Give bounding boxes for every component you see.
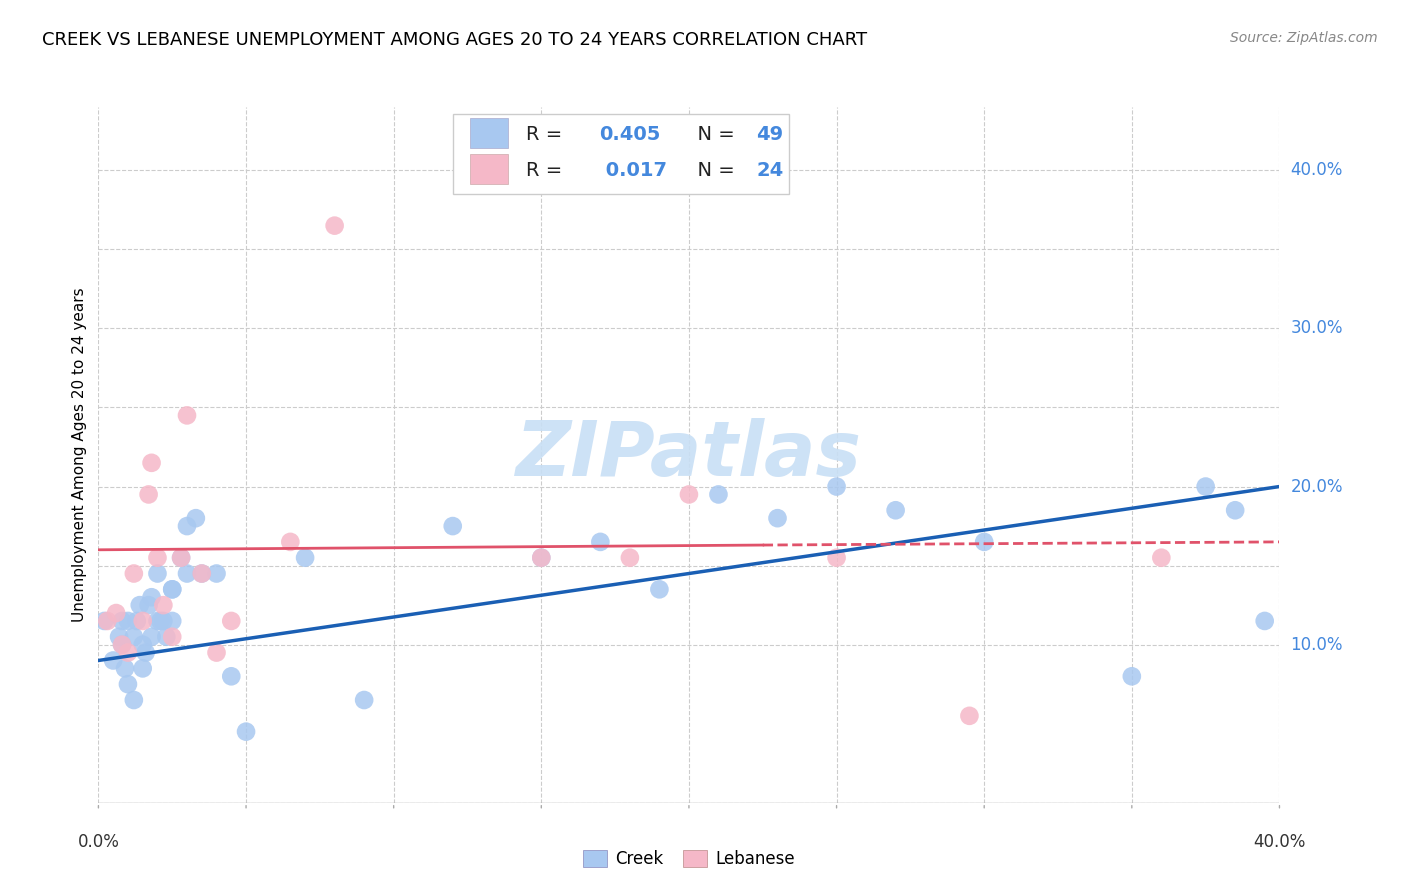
Point — [135, 646, 157, 660]
Point — [128, 598, 150, 612]
Point — [141, 591, 163, 605]
Point — [973, 534, 995, 549]
Point — [117, 677, 139, 691]
FancyBboxPatch shape — [453, 114, 789, 194]
Text: 0.405: 0.405 — [599, 125, 661, 145]
Point — [191, 566, 214, 581]
Point — [1150, 550, 1173, 565]
Point — [959, 708, 981, 723]
Point — [205, 646, 228, 660]
Text: 0.017: 0.017 — [599, 161, 668, 179]
Text: 10.0%: 10.0% — [1291, 636, 1343, 654]
Point — [589, 534, 612, 549]
Point — [1223, 503, 1246, 517]
Point — [323, 219, 346, 233]
Point — [176, 566, 198, 581]
Point — [111, 638, 134, 652]
Point — [114, 661, 136, 675]
Point — [152, 614, 174, 628]
Point — [132, 614, 155, 628]
Text: 30.0%: 30.0% — [1291, 319, 1343, 337]
Point — [138, 487, 160, 501]
Point — [176, 519, 198, 533]
Point — [122, 630, 145, 644]
Point — [1195, 479, 1218, 493]
Point — [149, 614, 172, 628]
Point — [648, 582, 671, 597]
Point — [219, 614, 242, 628]
Point — [146, 550, 169, 565]
Text: 24: 24 — [756, 161, 783, 179]
Point — [678, 487, 700, 501]
Point — [141, 456, 163, 470]
Text: R =: R = — [526, 125, 568, 145]
Text: N =: N = — [685, 125, 741, 145]
Point — [125, 614, 148, 628]
Point — [176, 409, 198, 423]
Point — [766, 511, 789, 525]
Point — [138, 598, 160, 612]
Point — [117, 614, 139, 628]
Point — [132, 638, 155, 652]
Point — [1121, 669, 1143, 683]
Point — [353, 693, 375, 707]
Point — [117, 646, 139, 660]
Point — [146, 614, 169, 628]
Point — [1254, 614, 1277, 628]
Point — [205, 566, 228, 581]
Point — [111, 614, 134, 628]
Text: 40.0%: 40.0% — [1291, 161, 1343, 179]
Point — [122, 566, 145, 581]
Point — [235, 724, 257, 739]
Point — [132, 661, 155, 675]
Point — [152, 598, 174, 612]
Text: 49: 49 — [756, 125, 783, 145]
Point — [146, 566, 169, 581]
Point — [294, 550, 316, 565]
Point — [103, 653, 125, 667]
Point — [619, 550, 641, 565]
Point — [219, 669, 242, 683]
Text: ZIPatlas: ZIPatlas — [516, 418, 862, 491]
Point — [184, 511, 207, 525]
Text: R =: R = — [526, 161, 568, 179]
Point — [162, 582, 183, 597]
Point — [162, 582, 183, 597]
Point — [530, 550, 553, 565]
Point — [441, 519, 464, 533]
Point — [122, 693, 145, 707]
Legend: Creek, Lebanese: Creek, Lebanese — [576, 843, 801, 874]
Text: 20.0%: 20.0% — [1291, 477, 1343, 496]
Point — [191, 566, 214, 581]
Point — [162, 614, 183, 628]
FancyBboxPatch shape — [471, 154, 508, 185]
Point — [105, 606, 128, 620]
Text: Source: ZipAtlas.com: Source: ZipAtlas.com — [1230, 31, 1378, 45]
FancyBboxPatch shape — [471, 118, 508, 148]
Text: N =: N = — [685, 161, 741, 179]
Y-axis label: Unemployment Among Ages 20 to 24 years: Unemployment Among Ages 20 to 24 years — [72, 287, 87, 623]
Point — [884, 503, 907, 517]
Point — [111, 638, 134, 652]
Text: CREEK VS LEBANESE UNEMPLOYMENT AMONG AGES 20 TO 24 YEARS CORRELATION CHART: CREEK VS LEBANESE UNEMPLOYMENT AMONG AGE… — [42, 31, 868, 49]
Point — [93, 614, 115, 628]
Point — [170, 550, 193, 565]
Point — [278, 534, 302, 549]
Point — [825, 550, 848, 565]
Point — [707, 487, 730, 501]
Point — [530, 550, 553, 565]
Point — [96, 614, 118, 628]
Point — [141, 630, 163, 644]
Point — [170, 550, 193, 565]
Point — [155, 630, 177, 644]
Point — [825, 479, 848, 493]
Text: 40.0%: 40.0% — [1253, 833, 1306, 851]
Text: 0.0%: 0.0% — [77, 833, 120, 851]
Point — [108, 630, 131, 644]
Point — [162, 630, 183, 644]
